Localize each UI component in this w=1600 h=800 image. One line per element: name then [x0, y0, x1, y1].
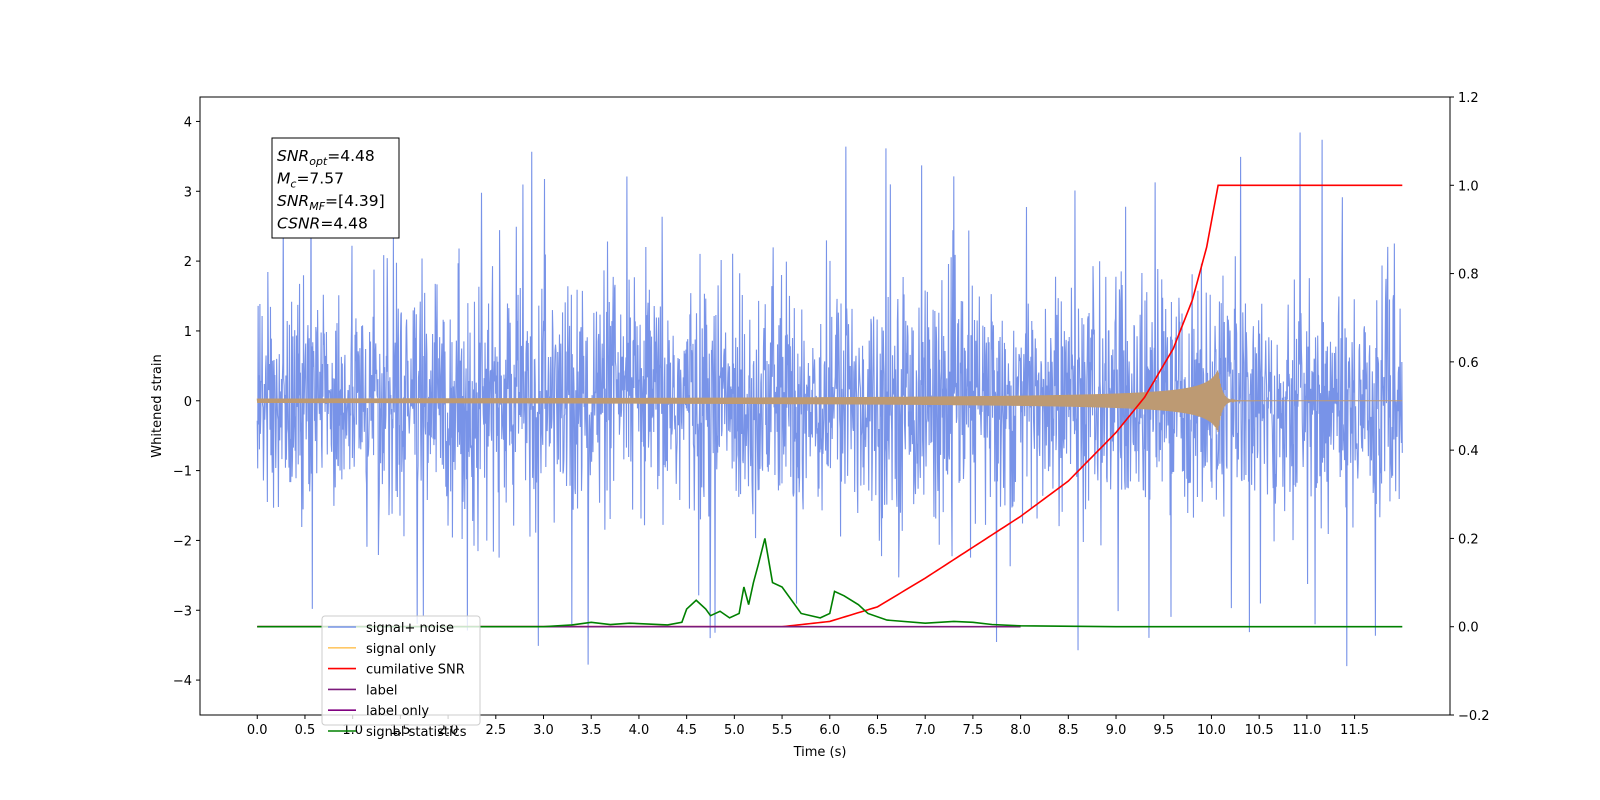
y-axis-left: 4 3 2 1 0 −1 −2 −3 −4 — [173, 115, 200, 689]
x-tick-label: 9.0 — [1106, 723, 1127, 738]
legend-label: cumilative SNR — [366, 663, 465, 678]
annotation-frame — [271, 137, 400, 239]
y-tick-label: 3 — [184, 185, 192, 200]
y2-tick-label: 0.0 — [1458, 621, 1479, 636]
x-tick-label: 6.0 — [819, 723, 840, 738]
x-tick-label: 10.0 — [1197, 723, 1226, 738]
x-tick-label: 0.5 — [295, 723, 316, 738]
legend-label: label — [366, 683, 397, 698]
y-axis-label: Whitened strain — [150, 354, 165, 457]
y2-tick-label: 0.4 — [1458, 444, 1479, 459]
x-tick-label: 1.5 — [390, 723, 411, 738]
x-tick-label: 11.5 — [1340, 723, 1369, 738]
signal-only-line — [256, 370, 1403, 433]
legend-label: signal only — [366, 642, 436, 657]
signal-statistics-line — [257, 538, 1403, 628]
x-tick-label: 0.0 — [247, 723, 268, 738]
signal-plus-noise-line — [256, 132, 1403, 667]
x-tick-label: 10.5 — [1245, 723, 1274, 738]
plot-area — [256, 132, 1403, 667]
x-tick-label: 2.5 — [485, 723, 506, 738]
y-tick-label: 4 — [184, 115, 192, 130]
legend-frame — [321, 615, 481, 726]
y2-tick-label: −0.2 — [1458, 709, 1490, 724]
legend-label: signal+ noise — [366, 621, 454, 636]
annotation-line: SNRopt=4.48 — [277, 147, 375, 168]
y-tick-label: 1 — [184, 325, 192, 340]
legend-label: label only — [366, 704, 429, 719]
x-tick-label: 11.0 — [1292, 723, 1321, 738]
y-tick-label: −2 — [173, 534, 192, 549]
y-tick-label: −1 — [173, 465, 192, 480]
x-tick-label: 9.5 — [1153, 723, 1174, 738]
x-tick-label: 7.0 — [915, 723, 936, 738]
x-tick-label: 6.5 — [867, 723, 888, 738]
y2-tick-label: 0.6 — [1458, 356, 1479, 371]
annotation-line: SNRMF=[4.39] — [277, 192, 385, 213]
x-tick-label: 5.5 — [772, 723, 793, 738]
y2-tick-label: 0.2 — [1458, 532, 1479, 547]
x-tick-label: 4.0 — [629, 723, 650, 738]
x-tick-label: 3.0 — [533, 723, 554, 738]
y2-tick-label: 0.8 — [1458, 268, 1479, 283]
x-tick-label: 3.5 — [581, 723, 602, 738]
x-tick-label: 8.0 — [1010, 723, 1031, 738]
x-tick-label: 2.0 — [438, 723, 459, 738]
y-tick-label: −3 — [173, 604, 192, 619]
y2-tick-label: 1.2 — [1458, 91, 1479, 106]
x-tick-label: 5.0 — [724, 723, 745, 738]
x-tick-label: 8.5 — [1058, 723, 1079, 738]
x-axis: 0.0 0.5 1.0 1.5 2.0 2.5 3.0 3.5 4.0 4.5 5.0 5.5 6.0 6… — [247, 715, 1369, 738]
plot-frame — [199, 96, 1451, 716]
legend-label: signal statistics — [366, 725, 467, 740]
cumilative-snr-line — [257, 184, 1403, 628]
y-tick-label: 2 — [184, 255, 192, 270]
x-tick-label: 7.5 — [963, 723, 984, 738]
y-tick-label: −4 — [173, 674, 192, 689]
x-tick-label: 4.5 — [676, 723, 697, 738]
legend: signal+ noise signal only cumilative SNR la… — [321, 615, 481, 740]
noise-series — [256, 132, 1403, 667]
annotation-line: CSNR=4.48 — [277, 215, 368, 233]
y-tick-label: 0 — [184, 395, 192, 410]
signal-series — [256, 370, 1403, 433]
x-axis-label: Time (s) — [793, 745, 847, 760]
annotation-line: Mc=7.57 — [277, 170, 344, 191]
y2-tick-label: 1.0 — [1458, 179, 1479, 194]
y-axis-right: 1.2 1.0 0.8 0.6 0.4 0.2 0.0 −0.2 — [1450, 91, 1490, 724]
